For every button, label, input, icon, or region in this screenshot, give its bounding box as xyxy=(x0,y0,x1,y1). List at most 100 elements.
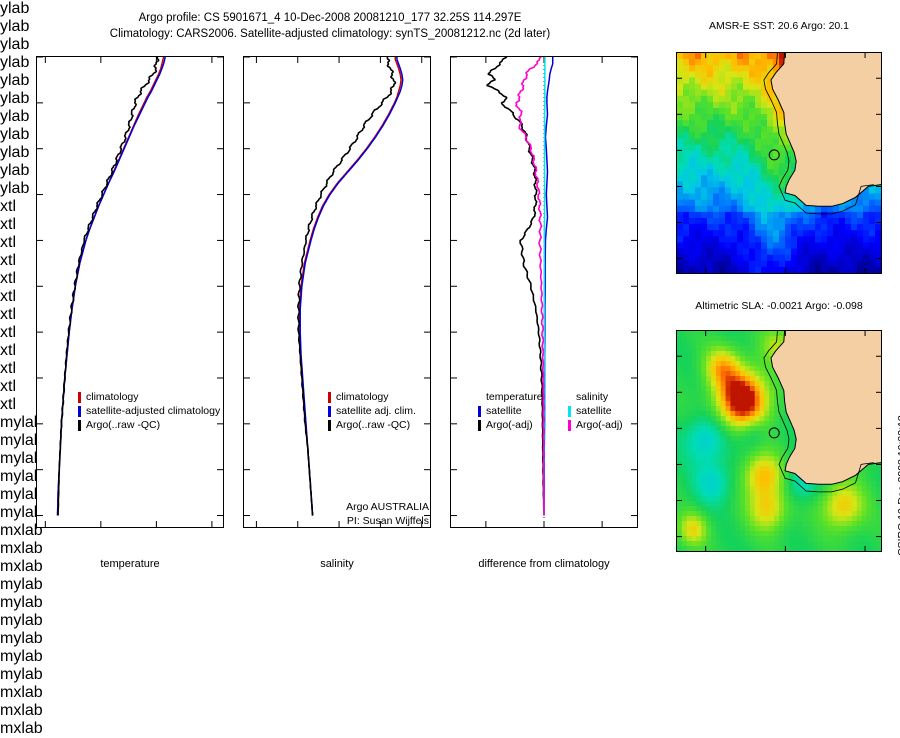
shelf-contour xyxy=(763,331,874,493)
undefined: ylab xyxy=(0,90,30,107)
undefined: xtl xyxy=(0,216,16,233)
figure-title-line2: Climatology: CARS2006. Satellite-adjuste… xyxy=(109,28,551,40)
sst-map-image xyxy=(677,53,881,273)
undefined: xtl xyxy=(0,396,16,413)
figure-title-line1: Argo profile: CS 5901671_4 10-Dec-2008 2… xyxy=(138,12,522,24)
series-climatology xyxy=(298,57,402,516)
undefined: mylab xyxy=(0,594,43,611)
temperature-profile-plot xyxy=(37,57,223,527)
temperature-profile-panel xyxy=(36,56,224,528)
undefined: ylab xyxy=(0,180,30,197)
undefined: ylab xyxy=(0,126,30,143)
legend-heading-label: salinity xyxy=(576,391,609,403)
undefined: mylab xyxy=(0,666,43,683)
profile-location-marker xyxy=(768,427,780,439)
legend-item-label: satellite xyxy=(576,405,612,417)
series-argo-raw-qc- xyxy=(296,57,397,516)
legend-swatch xyxy=(78,419,81,431)
field-cells xyxy=(677,331,881,551)
undefined: mxlab xyxy=(0,558,43,575)
landmass xyxy=(771,331,881,485)
difference-axis-label: difference from climatology xyxy=(478,558,610,570)
undefined: mylab xyxy=(0,468,43,485)
undefined: mylab xyxy=(0,630,43,647)
credit-line2: PI: Susan Wijffels xyxy=(346,515,429,527)
legend-item-label: climatology xyxy=(336,391,389,403)
undefined: xtl xyxy=(0,234,16,251)
legend-item: Argo(..raw -QC) xyxy=(78,418,220,432)
undefined: ylab xyxy=(0,72,30,89)
undefined: xtl xyxy=(0,342,16,359)
undefined: xtl xyxy=(0,306,16,323)
salinity-profile-plot xyxy=(244,57,430,527)
difference-panel-legend-temperature: temperature satellite Argo(-adj) xyxy=(478,390,543,432)
legend-item-label: satellite xyxy=(486,405,522,417)
undefined: mylab xyxy=(0,576,43,593)
undefined: ylab xyxy=(0,36,30,53)
undefined: ylab xyxy=(0,108,30,125)
salinity-axis-label: salinity xyxy=(320,558,354,570)
legend-item: Argo(-adj) xyxy=(568,418,623,432)
legend-item: satellite adj. clim. xyxy=(328,404,416,418)
legend-item-label: Argo(..raw -QC) xyxy=(336,419,411,431)
legend-heading: salinity xyxy=(568,390,623,404)
legend-swatch xyxy=(478,419,481,431)
undefined: mylab xyxy=(0,432,43,449)
undefined: mxlab xyxy=(0,702,43,719)
undefined: mylab xyxy=(0,648,43,665)
undefined: mylab xyxy=(0,612,43,629)
legend-item-label: satellite adj. clim. xyxy=(336,405,416,417)
legend-item: climatology xyxy=(78,390,220,404)
legend-item-label: Argo(-adj) xyxy=(576,419,623,431)
undefined: ylab xyxy=(0,18,30,35)
legend-item: climatology xyxy=(328,390,416,404)
legend-item: satellite xyxy=(568,404,623,418)
undefined: mxlab xyxy=(0,522,43,539)
series-salinity-argo-adj- xyxy=(515,57,545,516)
undefined: mxlab xyxy=(0,720,43,737)
series-satellite-adjusted-climatology xyxy=(56,57,166,516)
shelf-contour xyxy=(763,53,874,215)
legend-item-label: Argo(-adj) xyxy=(486,419,533,431)
undefined: ylab xyxy=(0,54,30,71)
credit-block: Argo AUSTRALIA PI: Susan Wijffels xyxy=(271,500,429,528)
undefined: ylab xyxy=(0,0,30,17)
legend-swatch-none xyxy=(478,392,481,403)
coastline xyxy=(770,331,881,485)
legend-swatch xyxy=(568,419,571,431)
sla-map-title: Altimetric SLA: -0.0021 Argo: -0.098 xyxy=(695,300,863,312)
legend-item: satellite-adjusted climatology xyxy=(78,404,220,418)
sst-map-panel xyxy=(676,52,882,274)
coastline xyxy=(770,53,881,207)
legend-swatch xyxy=(478,405,481,417)
sst-map-title: AMSR-E SST: 20.6 Argo: 20.1 xyxy=(708,20,850,32)
legend-swatch xyxy=(78,391,81,403)
undefined: xtl xyxy=(0,198,16,215)
legend-item-label: Argo(..raw -QC) xyxy=(86,419,161,431)
undefined: ylab xyxy=(0,162,30,179)
sla-map-panel xyxy=(676,330,882,552)
legend-swatch-none xyxy=(568,392,571,403)
undefined: xtl xyxy=(0,252,16,269)
legend-swatch xyxy=(568,405,571,417)
undefined: mylab xyxy=(0,450,43,467)
legend-item-label: climatology xyxy=(86,391,139,403)
legend-item: satellite xyxy=(478,404,543,418)
figure-title: Argo profile: CS 5901671_4 10-Dec-2008 2… xyxy=(0,10,660,42)
profile-location-marker xyxy=(768,149,780,161)
undefined: xtl xyxy=(0,270,16,287)
landmass xyxy=(771,53,881,207)
series-argo-raw-qc- xyxy=(57,57,160,516)
credit-line1: Argo AUSTRALIA xyxy=(346,501,429,513)
legend-swatch xyxy=(328,419,331,431)
legend-heading: temperature xyxy=(478,390,543,404)
legend-item-label: satellite-adjusted climatology xyxy=(86,405,221,417)
undefined: xtl xyxy=(0,324,16,341)
salinity-profile-panel xyxy=(243,56,431,528)
legend-swatch xyxy=(328,391,331,403)
undefined: mylab xyxy=(0,504,43,521)
salinity-panel-legend: climatology satellite adj. clim. Argo(..ra… xyxy=(328,390,416,432)
series-satellite-adj-clim- xyxy=(299,57,404,516)
undefined: mylab xyxy=(0,486,43,503)
undefined: ylab xyxy=(0,144,30,161)
